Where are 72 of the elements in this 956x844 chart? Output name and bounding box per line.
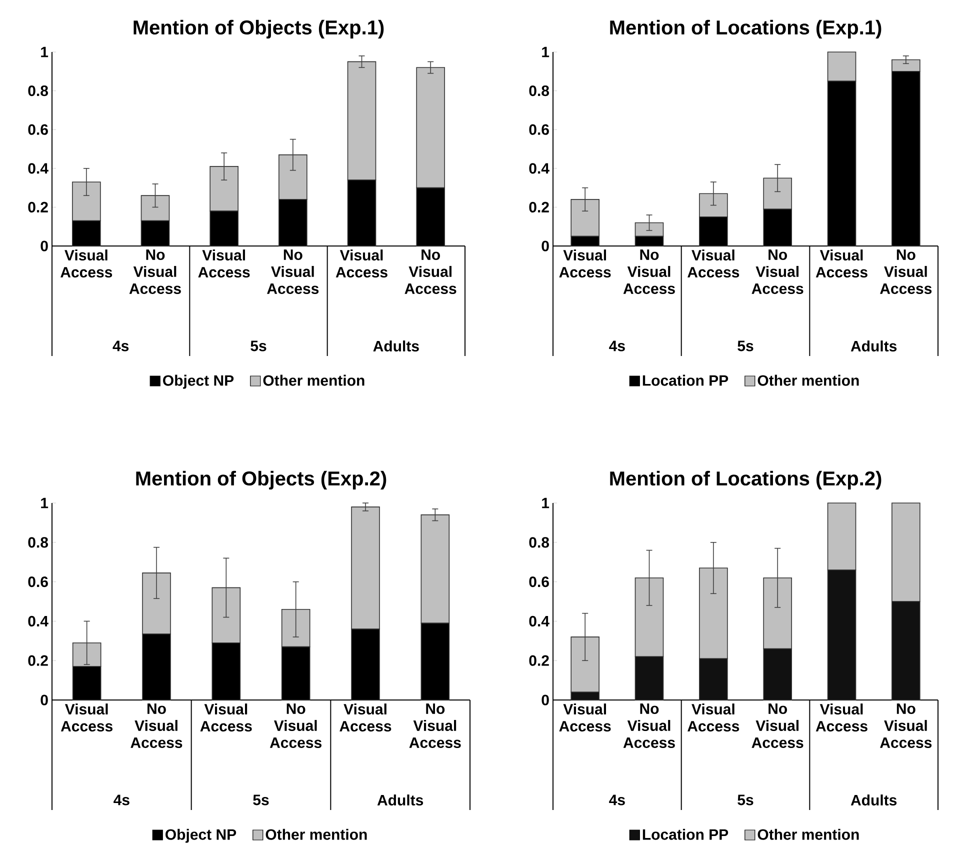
- y-tick-label: 0.4: [28, 163, 48, 174]
- text: 5s: [250, 340, 266, 352]
- text: 4s: [114, 794, 130, 806]
- x-tick-label: No Visual Access: [409, 704, 461, 748]
- text: 5s: [738, 340, 754, 352]
- y-tick-label: 0: [40, 694, 48, 706]
- x-tick-label: No Visual Access: [270, 704, 322, 748]
- chart-title: Mention of Locations (Exp.1): [610, 20, 882, 38]
- text: Adults: [850, 794, 897, 806]
- y-tick-label: 0: [542, 240, 549, 252]
- x-tick-label: Visual Access: [200, 704, 252, 732]
- legend-label: Other mention: [758, 828, 859, 840]
- x-tick-label: Visual Access: [816, 704, 868, 732]
- x-tick-label: Visual Access: [336, 250, 388, 278]
- x-tick-label: No Visual Access: [880, 250, 932, 294]
- y-tick-label: 0.8: [529, 537, 550, 548]
- legend-label: Other mention: [758, 374, 859, 386]
- y-tick-label: 1: [41, 46, 48, 58]
- text: Adults: [850, 340, 897, 352]
- x-tick-label: No Visual Access: [129, 250, 181, 294]
- y-tick-label: 0.6: [529, 124, 549, 135]
- y-tick-label: 0.6: [529, 576, 549, 588]
- x-tick-label: Visual Access: [559, 250, 611, 278]
- text: 5s: [253, 794, 269, 806]
- x-tick-label: Visual Access: [60, 250, 112, 278]
- y-tick-label: 0.2: [529, 655, 549, 666]
- x-tick-label: Visual Access: [198, 250, 250, 278]
- y-tick-label: 0.8: [28, 537, 48, 548]
- text: 4s: [609, 340, 625, 352]
- legend-label: Object NP: [163, 374, 234, 389]
- y-tick-label: 0: [40, 240, 48, 252]
- x-tick-label: Visual Access: [60, 704, 112, 732]
- chart-title: Mention of Objects (Exp.1): [134, 20, 384, 38]
- y-tick-label: 0.2: [28, 202, 48, 212]
- legend-label: Other mention: [263, 374, 364, 386]
- y-tick-label: 0.4: [28, 616, 48, 627]
- y-tick-label: 1: [542, 498, 550, 508]
- x-tick-label: No Visual Access: [752, 704, 804, 748]
- x-tick-label: No Visual Access: [752, 250, 804, 294]
- y-tick-label: 1: [41, 498, 48, 508]
- y-tick-label: 0.2: [28, 655, 48, 666]
- y-tick-label: 0: [542, 694, 549, 706]
- y-tick-label: 0.4: [529, 163, 550, 174]
- x-tick-label: No Visual Access: [623, 250, 675, 294]
- x-tick-label: Visual Access: [559, 704, 611, 732]
- x-tick-label: Visual Access: [816, 250, 868, 278]
- legend-label: Location PP: [642, 828, 728, 840]
- legend-label: Object NP: [166, 828, 236, 843]
- x-tick-label: Visual Access: [688, 250, 740, 278]
- y-tick-label: 0.8: [529, 85, 550, 96]
- chart-title: Mention of Locations (Exp.2): [610, 470, 882, 490]
- text: 5s: [738, 794, 754, 806]
- legend-label: Location PP: [642, 374, 728, 386]
- y-tick-label: 0.2: [529, 202, 549, 212]
- x-tick-label: No Visual Access: [404, 250, 456, 294]
- chart-title: Mention of Objects (Exp.2): [136, 470, 386, 490]
- text: Adults: [377, 794, 424, 806]
- x-tick-label: Visual Access: [688, 704, 740, 732]
- x-tick-label: No Visual Access: [267, 250, 319, 294]
- text: Adults: [373, 340, 419, 352]
- y-tick-label: 0.8: [28, 85, 48, 96]
- text: 4s: [112, 340, 129, 352]
- y-tick-label: 0.4: [529, 616, 550, 627]
- legend-label: Other mention: [266, 828, 367, 840]
- x-tick-label: No Visual Access: [880, 704, 932, 748]
- text: 4s: [609, 794, 625, 806]
- x-tick-label: Visual Access: [340, 704, 392, 732]
- x-tick-label: No Visual Access: [130, 704, 182, 748]
- y-tick-label: 0.6: [28, 576, 48, 588]
- y-tick-label: 1: [542, 46, 550, 58]
- y-tick-label: 0.6: [28, 124, 48, 135]
- x-tick-label: No Visual Access: [623, 704, 675, 748]
